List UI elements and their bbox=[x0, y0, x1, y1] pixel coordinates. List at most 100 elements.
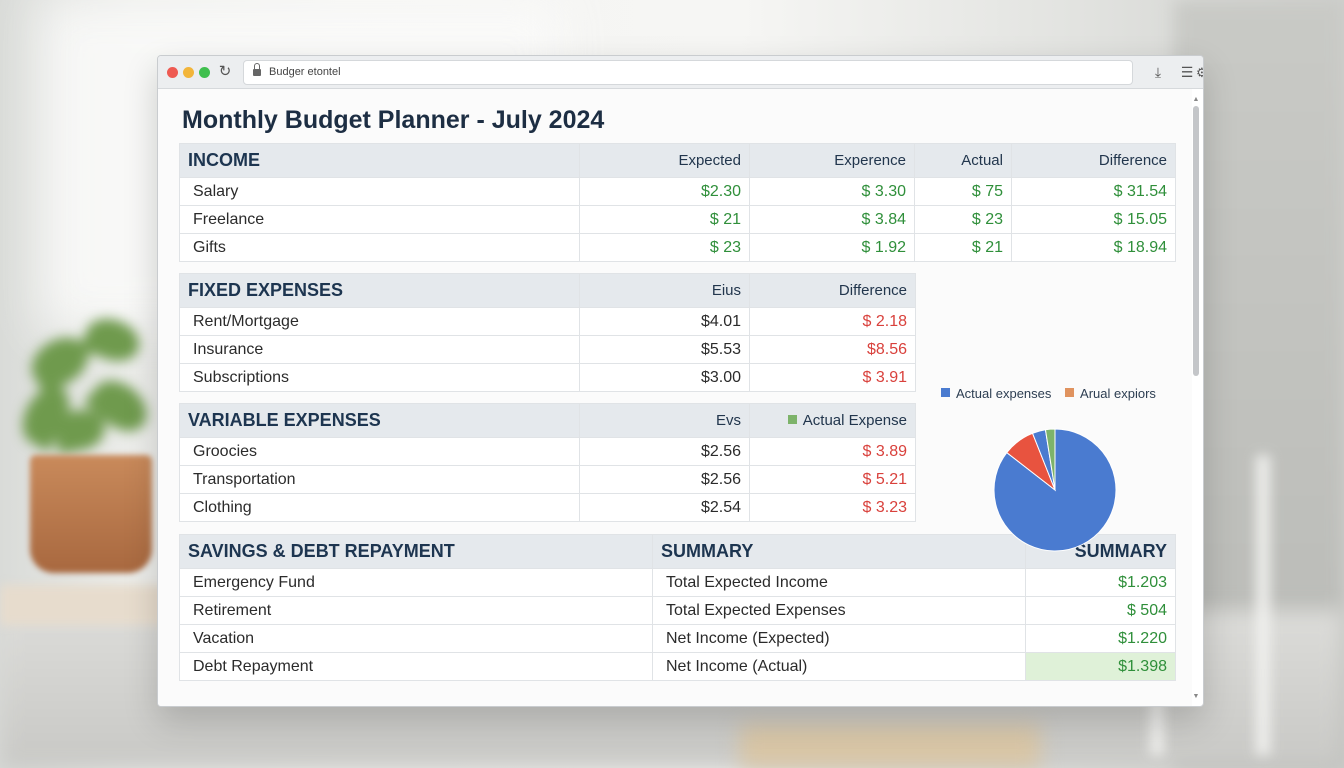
legend-item: Arual expiors bbox=[1065, 386, 1156, 401]
summary-header: SUMMARY bbox=[652, 534, 1026, 569]
row-label[interactable]: Clothing bbox=[179, 493, 580, 522]
extension-icon[interactable]: ⚙ bbox=[1196, 65, 1203, 81]
summary-value[interactable]: $ 504 bbox=[1025, 596, 1176, 625]
table-row: Groocies $2.56 $ 3.89 bbox=[179, 437, 916, 466]
legend-square-icon bbox=[787, 415, 797, 424]
row-label[interactable]: Gifts bbox=[179, 233, 580, 262]
table-row: Clothing $2.54 $ 3.23 bbox=[179, 493, 916, 522]
legend-square-icon bbox=[1065, 388, 1075, 397]
table-row: Freelance $ 21 $ 3.84 $ 23 $ 15.05 bbox=[179, 205, 1176, 234]
cell[interactable]: $2.56 bbox=[579, 437, 750, 466]
column-header-label: Actual Expense bbox=[802, 412, 907, 429]
maximize-window-button[interactable] bbox=[199, 67, 210, 78]
table-row: Retirement Total Expected Expenses $ 504 bbox=[179, 596, 1176, 625]
cell[interactable]: $ 3.84 bbox=[749, 205, 915, 234]
savings-item[interactable]: Emergency Fund bbox=[179, 568, 653, 597]
row-label[interactable]: Groocies bbox=[179, 437, 580, 466]
income-header: INCOME bbox=[179, 143, 580, 178]
cell[interactable]: $ 2.18 bbox=[749, 307, 916, 336]
browser-window: ↻ Budger etontel ⚙ ⤓ ☰ ▲ ▼ Monthly Budge… bbox=[157, 55, 1204, 707]
table-row: Gifts $ 23 $ 1.92 $ 21 $ 18.94 bbox=[179, 233, 1176, 262]
summary-label: Total Expected Expenses bbox=[652, 596, 1026, 625]
vertical-scrollbar[interactable]: ▲ ▼ bbox=[1192, 96, 1200, 701]
plant-pot bbox=[30, 455, 152, 573]
savings-header: SAVINGS & DEBT REPAYMENT bbox=[179, 534, 653, 569]
table-row: Rent/Mortgage $4.01 $ 2.18 bbox=[179, 307, 916, 336]
column-header: Actual bbox=[914, 143, 1012, 178]
background-table bbox=[0, 585, 175, 625]
fixed-expenses-header: FIXED EXPENSES bbox=[179, 273, 580, 308]
menu-icon[interactable]: ☰ bbox=[1180, 64, 1194, 80]
row-label[interactable]: Freelance bbox=[179, 205, 580, 234]
scroll-thumb[interactable] bbox=[1193, 106, 1199, 376]
scroll-down-icon[interactable]: ▼ bbox=[1192, 693, 1200, 700]
table-row: Subscriptions $3.00 $ 3.91 bbox=[179, 363, 916, 392]
row-label[interactable]: Rent/Mortgage bbox=[179, 307, 580, 336]
cell[interactable]: $ 5.21 bbox=[749, 465, 916, 494]
cell[interactable]: $2.56 bbox=[579, 465, 750, 494]
cell[interactable]: $ 21 bbox=[579, 205, 750, 234]
pie-slice-3[interactable] bbox=[1044, 428, 1056, 491]
fixed-expenses-table: FIXED EXPENSES Eius Difference Rent/Mort… bbox=[179, 273, 916, 392]
plant-icon bbox=[0, 300, 170, 470]
cell[interactable]: $ 21 bbox=[914, 233, 1012, 262]
cell[interactable]: $8.56 bbox=[749, 335, 916, 364]
cell[interactable]: $2.54 bbox=[579, 493, 750, 522]
cell[interactable]: $5.53 bbox=[579, 335, 750, 364]
cell[interactable]: $ 3.30 bbox=[749, 177, 915, 206]
cell[interactable]: $ 3.89 bbox=[749, 437, 916, 466]
minimize-window-button[interactable] bbox=[183, 67, 194, 78]
summary-value[interactable]: $1.203 bbox=[1025, 568, 1176, 597]
url-text[interactable]: Budger etontel bbox=[269, 66, 341, 78]
cell[interactable]: $ 3.23 bbox=[749, 493, 916, 522]
column-header: Eius bbox=[579, 273, 750, 308]
column-header: Evs bbox=[579, 403, 750, 438]
scroll-up-icon[interactable]: ▲ bbox=[1192, 96, 1200, 103]
close-window-button[interactable] bbox=[167, 67, 178, 78]
savings-item[interactable]: Debt Repayment bbox=[179, 652, 653, 681]
row-label[interactable]: Insurance bbox=[179, 335, 580, 364]
cell[interactable]: $ 75 bbox=[914, 177, 1012, 206]
summary-label: Net Income (Actual) bbox=[652, 652, 1026, 681]
chart-legend: Actual expenses Arual expiors bbox=[941, 386, 1166, 401]
column-header: Actual Expense bbox=[749, 403, 916, 438]
cell[interactable]: $ 3.91 bbox=[749, 363, 916, 392]
legend-label: Actual expenses bbox=[956, 386, 1052, 401]
cell[interactable]: $3.00 bbox=[579, 363, 750, 392]
cell[interactable]: $4.01 bbox=[579, 307, 750, 336]
cell[interactable]: $ 23 bbox=[914, 205, 1012, 234]
reload-icon[interactable]: ↻ bbox=[218, 63, 232, 80]
summary-value-highlighted[interactable]: $1.398 bbox=[1025, 652, 1176, 681]
column-header: Expected bbox=[579, 143, 750, 178]
income-table: INCOME Expected Experence Actual Differe… bbox=[179, 143, 1176, 262]
page-title: Monthly Budget Planner - July 2024 bbox=[182, 106, 605, 134]
table-row: Debt Repayment Net Income (Actual) $1.39… bbox=[179, 652, 1176, 681]
summary-value[interactable]: $1.220 bbox=[1025, 624, 1176, 653]
legend-item: Actual expenses bbox=[941, 386, 1051, 401]
cell[interactable]: $ 1.92 bbox=[749, 233, 915, 262]
cell[interactable]: $ 23 bbox=[579, 233, 750, 262]
savings-item[interactable]: Vacation bbox=[179, 624, 653, 653]
table-row: Insurance $5.53 $8.56 bbox=[179, 335, 916, 364]
legend-label: Arual expiors bbox=[1080, 386, 1156, 401]
table-row: Transportation $2.56 $ 5.21 bbox=[179, 465, 916, 494]
legend-square-icon bbox=[941, 388, 950, 397]
column-header: Experence bbox=[749, 143, 915, 178]
row-label[interactable]: Subscriptions bbox=[179, 363, 580, 392]
download-icon[interactable]: ⤓ bbox=[1154, 64, 1162, 80]
address-bar[interactable]: Budger etontel ⚙ bbox=[243, 60, 1203, 85]
browser-toolbar: ↻ Budger etontel ⚙ ⤓ ☰ bbox=[158, 56, 1203, 89]
page-content: Monthly Budget Planner - July 2024 INCOM… bbox=[158, 89, 1192, 706]
table-row: Salary $2.30 $ 3.30 $ 75 $ 31.54 bbox=[179, 177, 1176, 206]
background-wood bbox=[740, 725, 1040, 768]
cell[interactable]: $ 15.05 bbox=[1011, 205, 1176, 234]
table-row: Emergency Fund Total Expected Income $1.… bbox=[179, 568, 1176, 597]
pie-chart bbox=[993, 428, 1117, 552]
row-label[interactable]: Salary bbox=[179, 177, 580, 206]
table-row: Vacation Net Income (Expected) $1.220 bbox=[179, 624, 1176, 653]
row-label[interactable]: Transportation bbox=[179, 465, 580, 494]
cell[interactable]: $ 18.94 bbox=[1011, 233, 1176, 262]
cell[interactable]: $ 31.54 bbox=[1011, 177, 1176, 206]
cell[interactable]: $2.30 bbox=[579, 177, 750, 206]
savings-item[interactable]: Retirement bbox=[179, 596, 653, 625]
